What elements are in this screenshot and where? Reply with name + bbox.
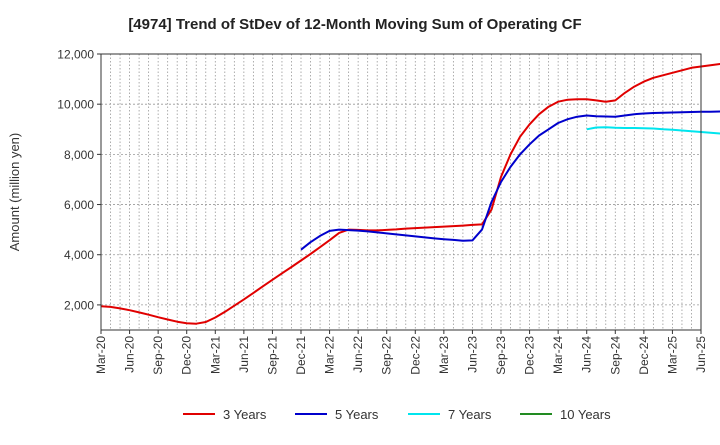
x-tick-label: Sep-22	[380, 336, 394, 375]
x-tick-label: Dec-20	[180, 336, 194, 375]
y-axis-label: Amount (million yen)	[7, 133, 22, 252]
x-tick-label: Sep-21	[265, 336, 279, 375]
x-tick-label: Dec-22	[408, 336, 422, 375]
x-tick-label: Mar-20	[94, 336, 108, 374]
y-tick-label: 12,000	[57, 48, 94, 62]
x-tick-label: Jun-22	[351, 336, 365, 373]
x-tick-label: Mar-25	[665, 336, 679, 374]
plot-area-border	[100, 53, 702, 331]
y-tick-label: 2,000	[64, 298, 94, 312]
legend: 3 Years 5 Years 7 Years 10 Years	[183, 407, 611, 422]
series-lines	[100, 62, 720, 325]
legend-label: 5 Years	[335, 407, 379, 422]
legend-label: 10 Years	[560, 407, 611, 422]
x-axis-ticks: Mar-20 Jun-20 Sep-20 Dec-20 Mar-21 Jun-21 Sep-…	[94, 330, 708, 375]
x-tick-label: Sep-20	[151, 336, 165, 375]
x-tick-label: Sep-23	[494, 336, 508, 375]
y-tick-label: 8,000	[64, 148, 94, 162]
y-tick-label: 4,000	[64, 248, 94, 262]
x-tick-label: Mar-22	[323, 336, 337, 374]
chart-title: [4974] Trend of StDev of 12-Month Moving…	[128, 16, 581, 33]
x-tick-label: Mar-24	[551, 336, 565, 374]
series-line-7-years	[586, 126, 720, 135]
series-line-5-years	[300, 110, 720, 251]
y-tick-label: 10,000	[57, 98, 94, 112]
x-tick-label: Jun-21	[237, 336, 251, 373]
x-tick-label: Sep-24	[608, 336, 622, 375]
x-tick-label: Dec-23	[523, 336, 537, 375]
x-tick-label: Dec-21	[294, 336, 308, 375]
grid	[101, 53, 701, 330]
x-tick-label: Jun-24	[580, 336, 594, 373]
x-tick-label: Dec-24	[637, 336, 651, 375]
x-tick-label: Mar-23	[437, 336, 451, 374]
series-line-3-years	[100, 62, 720, 325]
y-tick-label: 6,000	[64, 198, 94, 212]
x-tick-label: Jun-20	[123, 336, 137, 373]
y-axis-ticks: 2,000 4,000 6,000 8,000 10,000 12,000	[57, 48, 101, 312]
x-tick-label: Jun-23	[465, 336, 479, 373]
x-tick-label: Jun-25	[694, 336, 708, 373]
x-tick-label: Mar-21	[208, 336, 222, 374]
legend-label: 3 Years	[223, 407, 267, 422]
legend-label: 7 Years	[448, 407, 492, 422]
